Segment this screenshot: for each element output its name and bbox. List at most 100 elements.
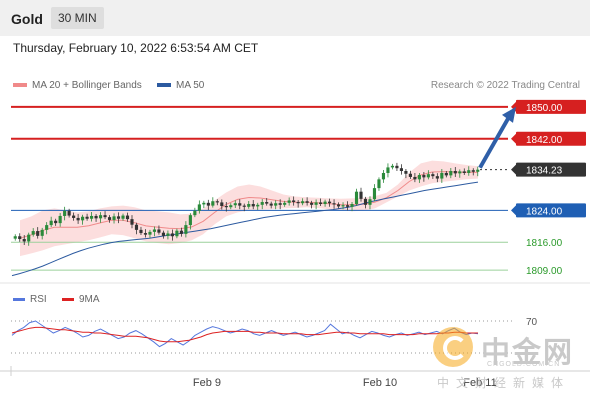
candle-body <box>319 202 323 205</box>
candle-body <box>215 201 219 203</box>
candle-body <box>350 204 354 207</box>
level-badge-1834.23 <box>516 162 586 177</box>
candle-body <box>94 215 98 219</box>
legend-ma50-label: MA 50 <box>176 80 205 91</box>
candle-body <box>116 216 121 219</box>
candle-body <box>314 202 318 205</box>
candle-body <box>139 229 143 234</box>
candle-body <box>179 230 183 234</box>
candle-body <box>386 167 390 173</box>
candle-body <box>341 205 345 207</box>
candle-body <box>121 215 125 219</box>
candle-body <box>332 203 336 205</box>
cngold-logo-icon <box>433 327 473 367</box>
candle-body <box>372 188 377 200</box>
candle-body <box>292 200 296 203</box>
chart-credit: Research © 2022 Trading Central <box>430 80 580 91</box>
legend-rsi: RSI <box>13 294 47 305</box>
candle-body <box>49 220 53 226</box>
level-label-1834.23: 1834.23 <box>526 166 563 177</box>
candle-body <box>148 231 152 235</box>
level-badge-1842.00 <box>516 131 586 146</box>
rsi-series-9MA <box>11 326 478 343</box>
candle-body <box>85 216 89 219</box>
candle-body <box>188 215 192 226</box>
legend-ma20-label: MA 20 + Bollinger Bands <box>32 80 142 91</box>
candle-body <box>157 229 161 233</box>
candle-body <box>13 236 17 239</box>
candle-body <box>134 224 139 230</box>
candle-body <box>260 202 264 205</box>
candle-body <box>395 165 399 169</box>
candle-body <box>283 202 287 205</box>
candle-body <box>152 229 157 232</box>
candle-body <box>296 202 300 204</box>
candle-body <box>431 174 435 177</box>
candle-body <box>206 202 210 206</box>
candle-body <box>36 231 40 236</box>
ma20-line <box>19 171 479 239</box>
candle-body <box>166 233 170 236</box>
x-tick-label: Feb 10 <box>363 377 397 389</box>
level-label-1816.00: 1816.00 <box>526 238 563 249</box>
legend-9ma: 9MA <box>62 294 100 305</box>
candle-body <box>476 169 480 172</box>
candle-body <box>193 210 197 216</box>
candle-body <box>422 174 426 178</box>
candle-body <box>413 176 417 180</box>
legend-rsi-label: RSI <box>30 294 47 305</box>
level-pointer-1824.00 <box>511 205 516 216</box>
candle-body <box>220 202 224 207</box>
chart-datetime: Thursday, February 10, 2022 6:53:54 AM C… <box>13 41 259 55</box>
level-label-1842.00: 1842.00 <box>526 135 563 146</box>
candle-body <box>449 170 453 176</box>
candle-body <box>103 215 107 218</box>
candle-body <box>323 201 327 205</box>
candle-body <box>40 229 44 236</box>
candle-body <box>229 205 233 208</box>
candle-body <box>310 202 314 205</box>
watermark-title: 中金网 <box>481 335 575 369</box>
candle-body <box>301 201 305 204</box>
candle-body <box>107 217 112 220</box>
candle-body <box>377 179 381 189</box>
candle-body <box>58 215 62 224</box>
candle-body <box>363 198 368 205</box>
candle-body <box>98 215 103 219</box>
level-badge-1850.00 <box>516 99 586 114</box>
candle-body <box>336 204 341 207</box>
level-label-1850.00: 1850.00 <box>526 103 563 114</box>
candle-body <box>247 204 251 207</box>
candle-body <box>467 170 471 173</box>
candle-body <box>305 201 309 203</box>
forecast-arrow <box>478 115 511 169</box>
legend-9ma-label: 9MA <box>79 294 100 305</box>
timeframe-badge[interactable]: 30 MIN <box>51 7 104 29</box>
level-label-1809.00: 1809.00 <box>526 266 563 277</box>
ma50-swatch-icon <box>157 83 171 88</box>
forecast-arrow-head <box>502 106 516 123</box>
watermark-subtitle: 中文财经新媒体 <box>437 376 571 390</box>
candle-body <box>278 203 282 205</box>
candle-body <box>197 204 201 211</box>
candle-body <box>143 233 148 235</box>
candle-body <box>359 191 363 199</box>
candle-body <box>328 201 332 204</box>
candle-body <box>18 236 22 240</box>
x-tick-label: Feb 9 <box>193 377 221 389</box>
candle-body <box>72 215 76 218</box>
candle-body <box>202 202 206 205</box>
candle-body <box>63 210 67 216</box>
candle-body <box>27 234 31 242</box>
candle-body <box>368 199 372 205</box>
level-pointer-1842.00 <box>511 133 516 144</box>
candle-body <box>404 170 408 174</box>
candle-body <box>242 205 246 207</box>
candle-body <box>265 202 269 204</box>
candle-body <box>54 220 58 224</box>
candle-body <box>269 203 273 206</box>
header-bar: Gold 30 MIN <box>0 0 590 36</box>
candle-body <box>435 176 439 179</box>
candle-body <box>125 215 130 220</box>
